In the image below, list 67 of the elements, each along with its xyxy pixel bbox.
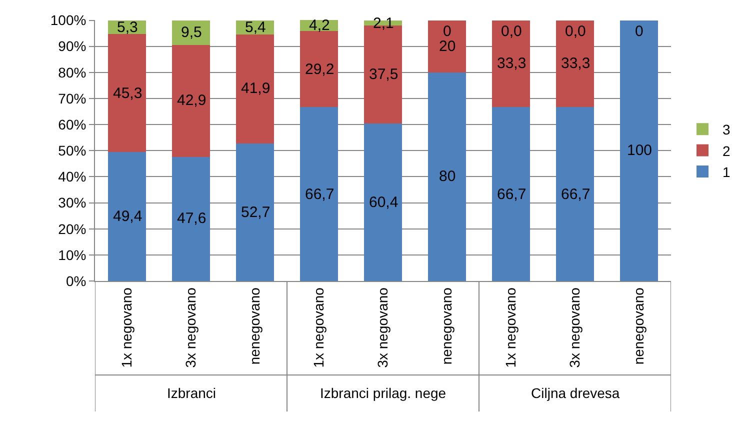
- bar: [428, 72, 466, 281]
- data-label: 5,4: [245, 19, 266, 36]
- bar: [300, 30, 338, 108]
- x-tick-label: 3x negovano: [566, 287, 583, 368]
- data-label: 4,2: [309, 17, 330, 34]
- y-tick-label: 40%: [58, 168, 86, 185]
- data-label: 20: [439, 38, 456, 55]
- text: Izbranci: [167, 385, 216, 401]
- x-tick-label: 1x negovano: [310, 287, 327, 368]
- data-label: 47,6: [177, 210, 206, 227]
- bar: [108, 34, 146, 152]
- y-tick-label: 30%: [58, 194, 86, 211]
- data-label: 41,9: [241, 80, 270, 97]
- legend-label: 3: [722, 122, 731, 138]
- data-label: 9,5: [181, 24, 202, 41]
- bar: [364, 124, 402, 281]
- data-label: 42,9: [177, 92, 206, 109]
- text: Ciljna drevesa: [531, 385, 620, 401]
- data-label: 66,7: [497, 186, 526, 203]
- data-label: 45,3: [113, 85, 142, 102]
- x-tick-label: 1x negovano: [502, 287, 519, 368]
- data-label: 33,3: [561, 55, 590, 72]
- y-tick-label: 100%: [50, 12, 86, 28]
- x-tick-label: nenegovano: [630, 287, 647, 365]
- bar: [492, 20, 530, 108]
- data-label: 5,3: [117, 19, 138, 36]
- data-label: 29,2: [305, 61, 334, 78]
- legend-label: 2: [722, 142, 731, 159]
- text: Izbranci prilag. nege: [320, 385, 446, 401]
- bar: [620, 20, 658, 281]
- data-label: 0,0: [565, 23, 586, 40]
- y-tick-label: 60%: [58, 116, 86, 132]
- data-label: 66,7: [305, 186, 334, 203]
- y-tick-label: 90%: [58, 38, 86, 54]
- data-label: 0,0: [501, 23, 522, 40]
- x-tick-label: 1x negovano: [118, 287, 135, 368]
- data-label: 37,5: [369, 66, 398, 83]
- data-label: 80: [439, 168, 456, 185]
- bar: [556, 107, 594, 281]
- data-label: 49,4: [113, 208, 142, 225]
- y-tick-label: 80%: [58, 64, 86, 80]
- y-tick-label: 10%: [58, 246, 86, 263]
- x-tick-label: 3x negovano: [374, 287, 391, 368]
- data-label: 66,7: [561, 186, 590, 203]
- y-tick-label: 20%: [58, 220, 86, 237]
- bar: [172, 45, 210, 157]
- x-tick-label: 3x negovano: [182, 287, 199, 368]
- bar: [236, 34, 274, 144]
- bar: [108, 152, 146, 281]
- bar: [428, 20, 466, 72]
- bar: [300, 107, 338, 281]
- data-label: 0: [635, 23, 644, 40]
- bar: [236, 144, 274, 281]
- x-tick-label: nenegovano: [438, 287, 455, 365]
- data-label: 52,7: [241, 204, 270, 221]
- bar: [492, 107, 530, 281]
- data-label: 100: [627, 142, 652, 159]
- data-label: 33,3: [497, 55, 526, 72]
- bar: [172, 156, 210, 281]
- bar: [556, 20, 594, 108]
- y-tick-label: 70%: [58, 90, 86, 106]
- data-label: 0: [443, 23, 452, 40]
- legend-label: 1: [722, 164, 731, 180]
- y-tick-label: 50%: [58, 142, 86, 159]
- x-tick-label: nenegovano: [246, 287, 263, 365]
- data-label: 60,4: [369, 194, 398, 211]
- y-tick-label: 0%: [66, 272, 86, 289]
